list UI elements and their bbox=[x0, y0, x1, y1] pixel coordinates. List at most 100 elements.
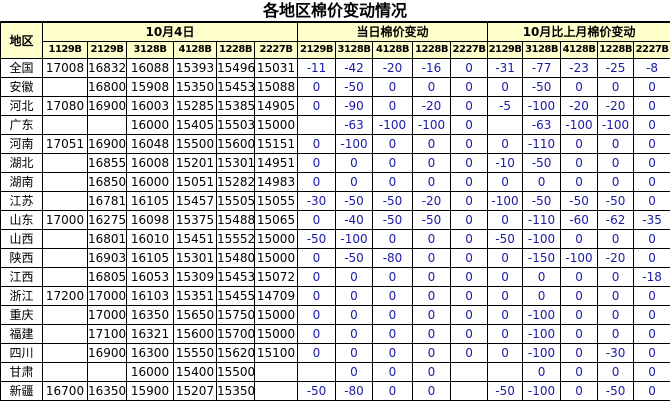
monthly-change-cell: 0 bbox=[561, 230, 598, 249]
monthly-change-cell: -23 bbox=[561, 59, 598, 78]
monthly-change-cell: -20 bbox=[561, 97, 598, 116]
daily-change-cell: 0 bbox=[298, 135, 336, 154]
price-cell: 17200 bbox=[43, 287, 88, 306]
monthly-change-cell: -50 bbox=[598, 382, 634, 401]
price-code-header: 4128B bbox=[174, 42, 217, 59]
monthly-change-cell: 0 bbox=[598, 268, 634, 287]
region-cell: 重庆 bbox=[1, 306, 43, 325]
daily-change-cell: 0 bbox=[298, 287, 336, 306]
monthly-change-cell: -100 bbox=[523, 344, 561, 363]
daily-change-cell: 0 bbox=[451, 135, 488, 154]
daily-change-cell: -90 bbox=[336, 97, 373, 116]
price-cell: 15051 bbox=[174, 173, 217, 192]
monthly-change-cell: -63 bbox=[523, 116, 561, 135]
daily-change-cell: 0 bbox=[413, 173, 451, 192]
monthly-change-cell: -60 bbox=[561, 211, 598, 230]
daily-change-cell: 0 bbox=[413, 249, 451, 268]
daily-change-cell: 0 bbox=[413, 78, 451, 97]
price-cell bbox=[43, 268, 88, 287]
daily-change-cell: 0 bbox=[451, 173, 488, 192]
price-cell: 15301 bbox=[174, 249, 217, 268]
daily-change-cell: 0 bbox=[373, 344, 413, 363]
monthly-change-cell: 0 bbox=[488, 173, 523, 192]
daily-change-cell: -50 bbox=[336, 249, 373, 268]
daily-change-cell: 0 bbox=[298, 249, 336, 268]
group-header-row: 地区 10月4日 当日棉价变动 10月比上月棉价变动 bbox=[1, 23, 670, 42]
monthly-change-cell: -25 bbox=[598, 59, 634, 78]
daily-change-cell: 0 bbox=[413, 268, 451, 287]
monthly-change-cell: 0 bbox=[598, 154, 634, 173]
region-cell: 新疆 bbox=[1, 382, 43, 401]
daily-change-cell: 0 bbox=[373, 363, 413, 382]
monthly-change-cell: -50 bbox=[523, 78, 561, 97]
monthly-change-cell: 0 bbox=[561, 344, 598, 363]
price-cell bbox=[43, 230, 88, 249]
daily-change-cell: 0 bbox=[336, 325, 373, 344]
monthly-change-cell: -100 bbox=[561, 249, 598, 268]
daily-change-cell: 0 bbox=[336, 306, 373, 325]
daily-change-cell bbox=[298, 363, 336, 382]
region-cell: 山西 bbox=[1, 230, 43, 249]
monthly-code-header: 3128B bbox=[523, 42, 561, 59]
daily-change-cell: 0 bbox=[373, 78, 413, 97]
price-cell: 15400 bbox=[174, 363, 217, 382]
monthly-change-cell: 0 bbox=[561, 382, 598, 401]
region-cell: 河南 bbox=[1, 135, 43, 154]
monthly-change-cell: -18 bbox=[634, 268, 670, 287]
price-cell bbox=[255, 382, 298, 401]
daily-change-cell: 0 bbox=[298, 344, 336, 363]
daily-change-cell: -50 bbox=[298, 382, 336, 401]
monthly-change-cell: 0 bbox=[634, 135, 670, 154]
monthly-change-cell: 0 bbox=[488, 78, 523, 97]
price-cell: 16805 bbox=[88, 268, 127, 287]
monthly-change-cell: 0 bbox=[488, 306, 523, 325]
monthly-change-cell: -100 bbox=[523, 382, 561, 401]
monthly-change-cell: -35 bbox=[634, 211, 670, 230]
price-cell: 17008 bbox=[43, 59, 88, 78]
monthly-change-cell: -150 bbox=[523, 249, 561, 268]
price-cell: 17000 bbox=[43, 211, 88, 230]
price-cell: 15072 bbox=[255, 268, 298, 287]
daily-change-cell bbox=[451, 363, 488, 382]
daily-change-cell: 0 bbox=[373, 268, 413, 287]
price-cell: 16048 bbox=[127, 135, 174, 154]
monthly-change-cell: 0 bbox=[488, 344, 523, 363]
price-cell: 15031 bbox=[255, 59, 298, 78]
monthly-change-cell: 0 bbox=[634, 325, 670, 344]
monthly-change-cell: -50 bbox=[523, 154, 561, 173]
daily-change-cell bbox=[451, 382, 488, 401]
daily-change-cell: 0 bbox=[413, 344, 451, 363]
daily-code-header: 1228B bbox=[413, 42, 451, 59]
daily-change-cell: 0 bbox=[336, 268, 373, 287]
daily-change-cell: 0 bbox=[451, 59, 488, 78]
daily-change-cell: -20 bbox=[373, 59, 413, 78]
monthly-change-cell: 0 bbox=[523, 173, 561, 192]
monthly-change-cell: 0 bbox=[523, 363, 561, 382]
monthly-change-cell: 0 bbox=[561, 268, 598, 287]
daily-change-cell: 0 bbox=[373, 325, 413, 344]
region-cell: 安徽 bbox=[1, 78, 43, 97]
price-cell: 16700 bbox=[43, 382, 88, 401]
daily-change-cell: -40 bbox=[336, 211, 373, 230]
price-cell: 16801 bbox=[88, 230, 127, 249]
daily-change-cell: -20 bbox=[413, 192, 451, 211]
monthly-change-cell: 0 bbox=[634, 173, 670, 192]
monthly-change-cell: -5 bbox=[488, 97, 523, 116]
price-cell: 16008 bbox=[127, 154, 174, 173]
region-cell: 江西 bbox=[1, 268, 43, 287]
price-cell: 15451 bbox=[174, 230, 217, 249]
monthly-change-cell: 0 bbox=[488, 135, 523, 154]
price-cell: 16350 bbox=[127, 306, 174, 325]
price-cell: 15350 bbox=[217, 382, 255, 401]
daily-change-cell: 0 bbox=[298, 306, 336, 325]
daily-change-cell: 0 bbox=[413, 135, 451, 154]
daily-change-cell: -50 bbox=[298, 230, 336, 249]
